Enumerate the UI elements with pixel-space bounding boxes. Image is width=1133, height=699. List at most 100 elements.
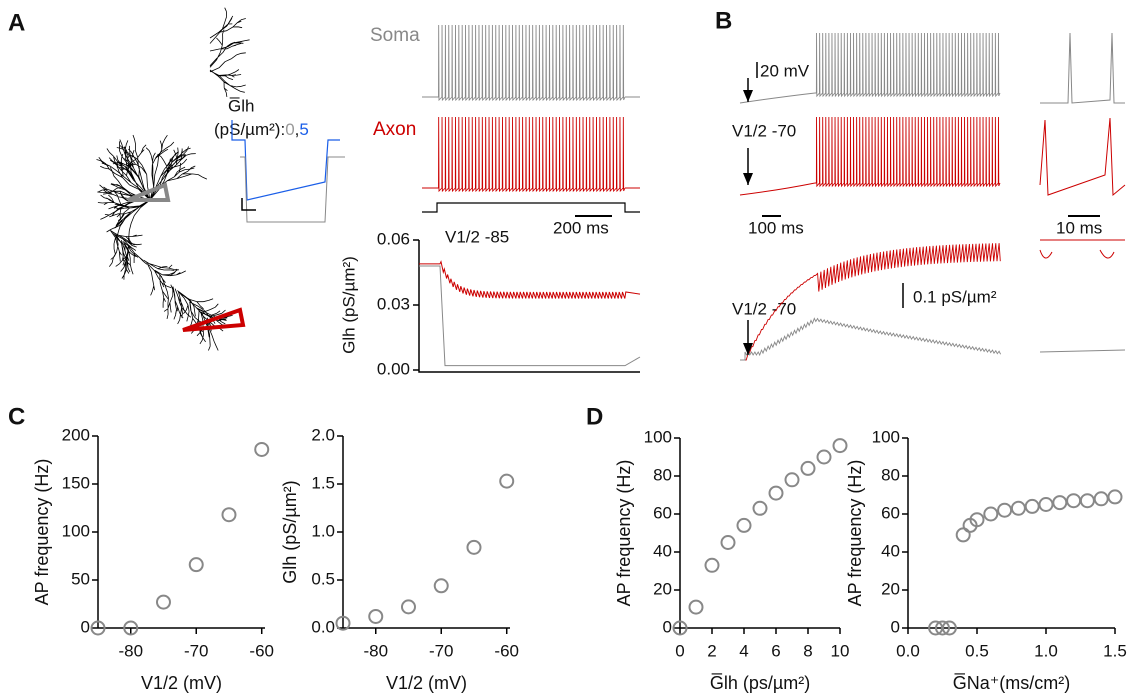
point [254, 441, 270, 457]
y-tick-label: 0.00 [377, 359, 410, 378]
point [1038, 497, 1054, 512]
y-tick-label: 200 [62, 425, 90, 444]
trace [740, 317, 1002, 361]
point [123, 620, 139, 636]
x-axis-title: G̅lh (ps/µm²) [710, 673, 810, 693]
point [221, 507, 237, 523]
y-tick-label: 100 [644, 427, 672, 446]
time-scale: 10 ms [1056, 218, 1102, 237]
trace [419, 265, 641, 367]
x-tick-label: -80 [363, 641, 388, 660]
trace [418, 240, 640, 373]
value-0: 0 [285, 120, 294, 139]
x-tick-label: 4 [739, 641, 748, 660]
point [736, 517, 752, 533]
point [368, 608, 384, 624]
time-scale: 100 ms [748, 218, 804, 237]
y-tick-label: 40 [653, 541, 672, 560]
x-tick-label: 0 [675, 641, 684, 660]
trace [422, 202, 640, 213]
point [335, 615, 351, 631]
soma-icon [127, 182, 171, 202]
x-axis-title: V1/2 (mV) [386, 673, 467, 693]
axon-label: Axon [373, 119, 416, 140]
y-axis-title: AP frequency (Hz) [845, 460, 865, 607]
x-tick-label: 0.0 [896, 641, 920, 660]
x-tick-label: -70 [184, 641, 209, 660]
point [800, 460, 816, 476]
point [1093, 491, 1109, 507]
x-axis-title: G̅Na⁺(ms/cm²) [953, 673, 1070, 693]
point [1066, 493, 1082, 509]
point [688, 599, 704, 615]
panel-letter: D [586, 403, 603, 430]
trace [240, 156, 345, 223]
x-tick-label: 8 [803, 641, 812, 660]
point [997, 502, 1013, 518]
trace [231, 120, 340, 201]
point [768, 485, 784, 501]
point [1079, 493, 1095, 509]
trace [437, 24, 626, 102]
panel-letter: B [715, 7, 732, 34]
units: (pS/µm²): [214, 120, 285, 139]
arrow [743, 90, 753, 102]
y-tick-label: 80 [881, 465, 900, 484]
point [400, 599, 416, 615]
y-tick-label: 2.0 [311, 425, 335, 444]
trace [1039, 249, 1115, 259]
x-tick-label: -60 [494, 641, 519, 660]
trace [1039, 349, 1126, 353]
point [90, 620, 106, 636]
y-tick-label: 0.0 [311, 617, 335, 636]
x-tick-label: -80 [118, 641, 143, 660]
trace [815, 32, 1001, 98]
trace [739, 92, 816, 104]
value-5: 5 [299, 120, 308, 139]
y-axis-title: AP frequency (Hz) [32, 459, 52, 606]
y-tick-label: 100 [62, 521, 90, 540]
morphology [96, 7, 250, 351]
x-tick-label: 10 [831, 641, 850, 660]
trace [1040, 32, 1125, 104]
y-tick-label: 0 [81, 617, 90, 636]
y-tick-label: 0.06 [377, 229, 410, 248]
y-tick-label: 40 [881, 541, 900, 560]
soma-label: Soma [370, 25, 420, 46]
comma: , [295, 120, 300, 139]
y-tick-label: 60 [653, 503, 672, 522]
trace [437, 116, 626, 193]
point [816, 449, 832, 465]
y-axis-title: Glh (pS/µm²) [339, 256, 358, 354]
point [155, 594, 171, 610]
y-tick-label: 0 [891, 617, 900, 636]
trace [419, 260, 641, 299]
y-axis-title: AP frequency (Hz) [614, 460, 634, 607]
x-axis-title: V1/2 (mV) [141, 673, 222, 693]
point [499, 473, 515, 489]
panel-letter: A [8, 9, 25, 36]
y-tick-label: 1.5 [311, 473, 335, 492]
y-tick-label: 50 [71, 569, 90, 588]
volt-scale: 20 mV [760, 61, 810, 80]
y-tick-label: 80 [653, 465, 672, 484]
point [1010, 500, 1026, 516]
x-tick-label: 1.0 [1034, 641, 1058, 660]
y-tick-label: 0.03 [377, 294, 410, 313]
y-axis-title: Glh (pS/µm²) [280, 480, 300, 583]
y-tick-label: 0.5 [311, 569, 335, 588]
point [188, 557, 204, 573]
point [969, 512, 985, 528]
point [704, 557, 720, 573]
y-tick-label: 150 [62, 473, 90, 492]
x-tick-label: 1.5 [1103, 641, 1127, 660]
axon-icon [182, 307, 246, 332]
point [941, 620, 957, 636]
trace [739, 182, 816, 196]
y-tick-label: 100 [872, 427, 900, 446]
point [1024, 498, 1040, 514]
y-tick-label: 20 [653, 579, 672, 598]
glh-scale: 0.1 pS/µm² [913, 287, 997, 306]
x-tick-label: -60 [249, 641, 274, 660]
